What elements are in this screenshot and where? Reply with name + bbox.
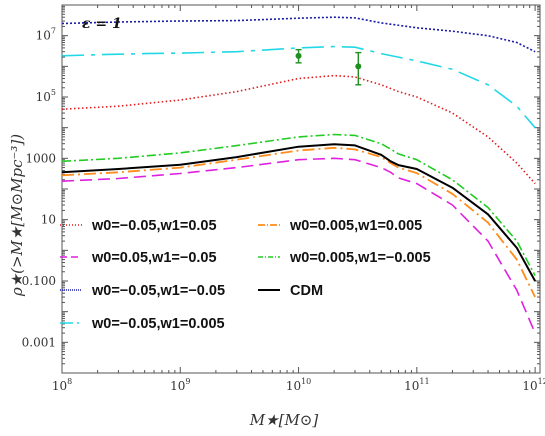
series-line-1 — [61, 157, 536, 334]
x-tick-label: 109 — [170, 377, 190, 393]
y-axis-label: ρ★(>M★[M⊙Mpc⁻³]) — [8, 134, 26, 297]
y-tick-label: 10 — [41, 213, 56, 227]
legend-label-6: CDM — [290, 283, 323, 299]
y-tick-label: 105 — [36, 88, 56, 104]
x-tick-label: 1011 — [404, 377, 429, 393]
legend-label-0: w0=−0.05,w1=0.05 — [91, 218, 217, 234]
legend-label-2: w0=−0.05,w1=−0.05 — [91, 283, 225, 299]
x-tick-label-exp: 12 — [538, 377, 545, 386]
series-line-2 — [61, 16, 536, 53]
annotation-epsilon: ε = 1 — [82, 16, 122, 32]
x-tick-label-base: 10 — [170, 379, 185, 393]
y-tick-label-exp: 7 — [51, 27, 56, 36]
series-line-5 — [61, 133, 536, 276]
series-line-0 — [61, 74, 536, 185]
legend: w0=−0.05,w1=0.05 w0=0.05,w1=−0.05 w0=−0.05… — [60, 218, 431, 332]
series-line-4 — [61, 146, 536, 298]
x-tick-label-exp: 8 — [67, 377, 72, 386]
legend-label-4: w0=0.005,w1=0.005 — [289, 218, 422, 234]
x-tick-label: 108 — [52, 377, 72, 393]
y-tick-label: 0.001 — [22, 335, 56, 349]
legend-label-1: w0=0.05,w1=−0.05 — [91, 250, 217, 266]
x-tick-label-base: 10 — [522, 379, 537, 393]
x-tick-label-exp: 10 — [301, 377, 311, 386]
y-tick-label: 1000 — [25, 151, 56, 165]
x-tick-label-base: 10 — [52, 379, 67, 393]
legend-label-5: w0=0.005,w1=−0.005 — [289, 250, 431, 266]
x-tick-label-base: 10 — [286, 379, 301, 393]
y-tick-label-base: 10 — [36, 29, 51, 43]
x-tick-label-exp: 9 — [185, 377, 190, 386]
x-tick-label-base: 10 — [404, 379, 419, 393]
y-tick-label: 107 — [36, 27, 56, 43]
series-line-6 — [61, 143, 536, 282]
series-line-3 — [61, 45, 536, 129]
x-axis-label: M★[M⊙] — [249, 411, 319, 429]
x-tick-label: 1010 — [286, 377, 311, 393]
x-tick-label: 1012 — [522, 377, 545, 393]
x-tick-label-exp: 11 — [419, 377, 429, 386]
y-tick-label: 0.100 — [22, 274, 56, 288]
y-tick-label-exp: 5 — [51, 88, 56, 97]
legend-label-3: w0=−0.05,w1=0.005 — [91, 316, 225, 332]
data-point-1 — [355, 63, 362, 70]
axis-ticks: 1081091010101110121071051000100.1000.001 — [22, 4, 545, 393]
series-layer — [61, 16, 536, 334]
data-point-0 — [295, 52, 302, 59]
data-points-layer — [295, 48, 362, 86]
y-tick-label-base: 10 — [36, 90, 51, 104]
